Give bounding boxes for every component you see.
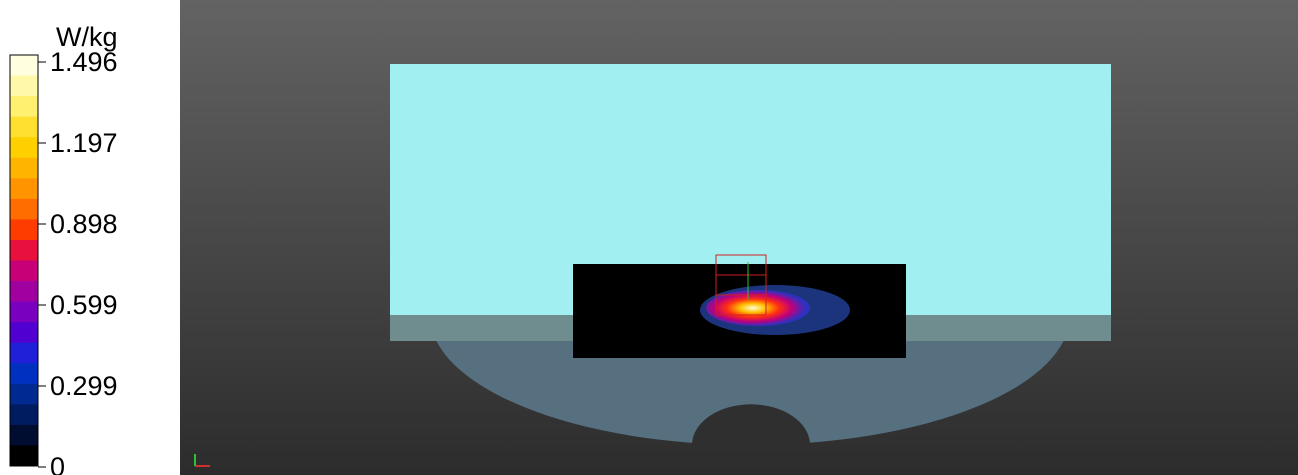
color-step <box>10 281 38 303</box>
tick-label: 0.599 <box>50 290 118 320</box>
color-step <box>10 342 38 364</box>
color-step <box>10 219 38 241</box>
color-step <box>10 55 38 77</box>
sar-hotspot <box>706 290 810 326</box>
color-step <box>10 198 38 220</box>
color-step <box>10 116 38 138</box>
color-step <box>10 424 38 446</box>
tick-label: 0 <box>50 452 65 475</box>
tick-label: 0.299 <box>50 371 118 401</box>
color-step <box>10 239 38 261</box>
color-step <box>10 260 38 282</box>
color-step <box>10 75 38 97</box>
color-step <box>10 137 38 159</box>
color-step <box>10 178 38 200</box>
color-step <box>10 383 38 405</box>
color-step <box>10 322 38 344</box>
color-step <box>10 404 38 426</box>
color-step <box>10 96 38 118</box>
tick-label: 0.898 <box>50 209 118 239</box>
tick-label: 1.496 <box>50 47 118 77</box>
viewport <box>180 0 1298 475</box>
color-step <box>10 363 38 385</box>
tick-label: 1.197 <box>50 128 118 158</box>
color-step <box>10 301 38 323</box>
legend-unit: W/kg <box>56 22 118 52</box>
color-step <box>10 445 38 467</box>
phantom-support <box>692 404 810 445</box>
probe-box <box>715 254 767 316</box>
color-bar-frame <box>9 54 39 467</box>
color-step <box>10 157 38 179</box>
color-legend: W/kg 1.496 1.197 0.898 0.599 0.299 0 <box>9 22 118 475</box>
